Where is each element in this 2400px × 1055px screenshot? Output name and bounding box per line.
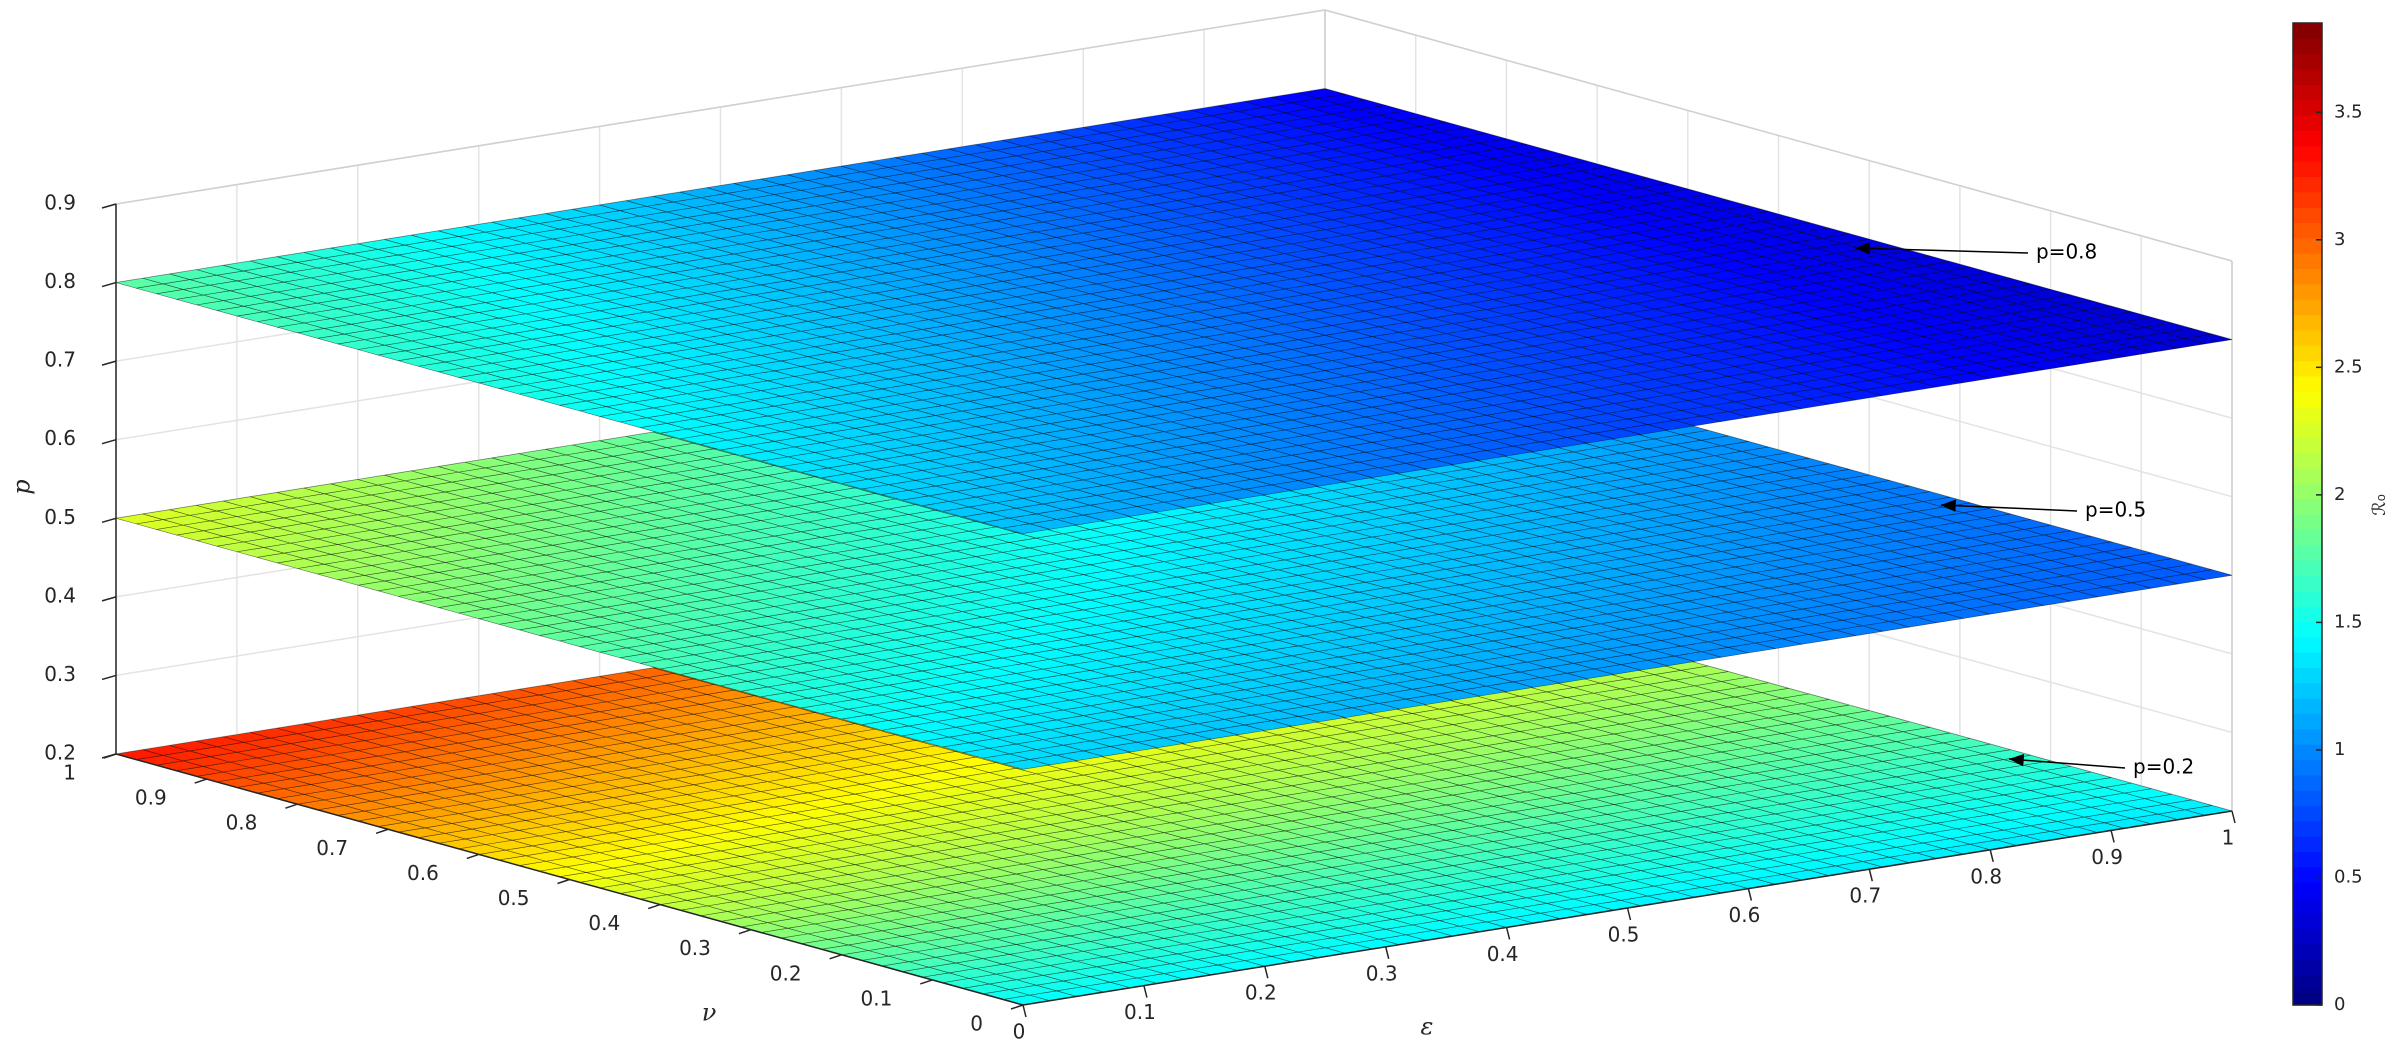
surfaces [115,88,2233,1006]
box-edge [115,9,1326,205]
box-edge [1324,9,2233,262]
